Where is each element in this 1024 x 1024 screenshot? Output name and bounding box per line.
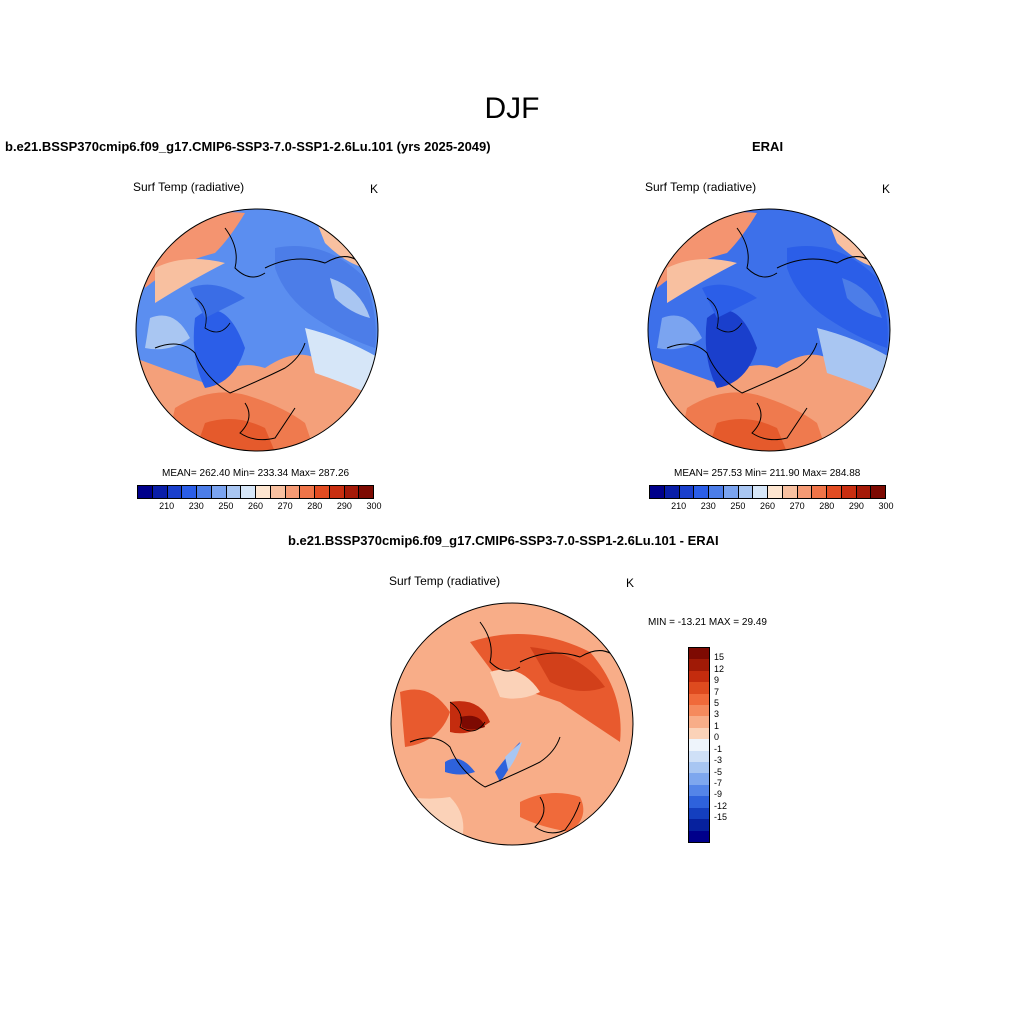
- diff-colorbar: 15 12 9 7 5 3 1 0 -1 -3 -5 -7 -9 -12 -15: [688, 647, 727, 843]
- obs-colorbar-swatch: [753, 486, 768, 498]
- obs-colorbar-tick-label: 300: [878, 501, 894, 511]
- obs-colorbar: 210 230 250 260 270 280 290 300: [649, 485, 894, 513]
- obs-stats: MEAN= 257.53 Min= 211.90 Max= 284.88: [674, 468, 861, 479]
- model-colorbar-swatch: [270, 486, 286, 498]
- model-colorbar-swatch: [138, 486, 153, 498]
- obs-colorbar-tick-label: 270: [789, 501, 805, 511]
- diff-colorbar-tick-label: 12: [714, 663, 725, 674]
- model-colorbar-swatch: [167, 486, 183, 498]
- model-unit-label: K: [370, 182, 379, 196]
- obs-colorbar-tick-label: 210: [671, 501, 687, 511]
- diff-colorbar-tick-label: -15: [714, 812, 728, 823]
- model-colorbar: 210 230 250 260 270 280 290 300: [137, 485, 382, 513]
- diff-colorbar-swatch: [689, 739, 709, 751]
- obs-colorbar-tick-label: 250: [730, 501, 746, 511]
- model-colorbar-swatch: [300, 486, 315, 498]
- model-colorbar-swatch: [285, 486, 301, 498]
- model-colorbar-swatch: [256, 486, 271, 498]
- diff-colorbar-swatch: [689, 830, 709, 842]
- obs-colorbar-swatch: [738, 486, 754, 498]
- model-colorbar-swatch: [329, 486, 345, 498]
- obs-colorbar-swatch: [797, 486, 813, 498]
- obs-colorbar-swatch: [871, 486, 885, 498]
- diff-colorbar-swatch: [689, 648, 709, 660]
- model-colorbar-tick-label: 300: [366, 501, 382, 511]
- obs-colorbar-swatch: [709, 486, 724, 498]
- diff-colorbar-tick-label: 15: [714, 652, 725, 663]
- model-panel-title: b.e21.BSSP370cmip6.f09_g17.CMIP6-SSP3-7.…: [5, 139, 491, 154]
- diff-variable-label: Surf Temp (radiative): [389, 574, 501, 588]
- obs-colorbar-swatch: [650, 486, 665, 498]
- diff-colorbar-swatch: [689, 682, 709, 694]
- obs-colorbar-swatch: [782, 486, 798, 498]
- model-colorbar-tick-label: 270: [277, 501, 293, 511]
- diff-colorbar-tick-label: 5: [714, 698, 720, 709]
- diff-colorbar-swatch: [689, 773, 709, 785]
- model-colorbar-swatch: [211, 486, 227, 498]
- diff-stats: MIN = -13.21 MAX = 29.49: [648, 617, 767, 628]
- model-colorbar-tick-label: 260: [247, 501, 264, 511]
- diff-colorbar-swatch: [689, 670, 709, 683]
- model-colorbar-swatch: [241, 486, 256, 498]
- model-stats: MEAN= 262.40 Min= 233.34 Max= 287.26: [162, 468, 350, 479]
- diff-colorbar-tick-label: 7: [714, 686, 720, 697]
- model-colorbar-swatch: [226, 486, 242, 498]
- diff-colorbar-swatch: [689, 693, 709, 706]
- obs-variable-label: Surf Temp (radiative): [645, 180, 757, 194]
- model-colorbar-tick-label: 280: [307, 501, 323, 511]
- model-colorbar-swatch: [315, 486, 330, 498]
- diff-colorbar-tick-label: -7: [714, 777, 723, 788]
- model-colorbar-swatch: [359, 486, 373, 498]
- figure-title: DJF: [484, 92, 540, 125]
- model-colorbar-swatch: [182, 486, 197, 498]
- diff-colorbar-tick-label: 3: [714, 709, 720, 720]
- diff-colorbar-tick-label: -5: [714, 766, 723, 777]
- obs-colorbar-swatch: [664, 486, 680, 498]
- obs-polar-map: [647, 208, 891, 452]
- obs-colorbar-tick-label: 230: [700, 501, 716, 511]
- diff-colorbar-swatch: [689, 762, 709, 774]
- diff-colorbar-tick-label: -3: [714, 755, 723, 766]
- obs-colorbar-swatch: [679, 486, 695, 498]
- diff-colorbar-swatch: [689, 659, 709, 671]
- diff-colorbar-swatch: [689, 716, 709, 728]
- obs-colorbar-swatch: [841, 486, 857, 498]
- diff-colorbar-swatch: [689, 784, 709, 797]
- obs-colorbar-swatch: [812, 486, 827, 498]
- obs-unit-label: K: [882, 182, 891, 196]
- model-polar-map: [135, 208, 379, 452]
- model-colorbar-tick-label: 210: [159, 501, 175, 511]
- obs-colorbar-swatch: [768, 486, 783, 498]
- obs-panel-title: ERAI: [752, 139, 784, 154]
- model-colorbar-tick-label: 250: [218, 501, 234, 511]
- obs-colorbar-tick-label: 290: [848, 501, 864, 511]
- diff-colorbar-tick-label: -9: [714, 789, 723, 800]
- diff-unit-label: K: [626, 576, 635, 590]
- diff-colorbar-swatch: [689, 819, 709, 831]
- diff-colorbar-tick-label: 1: [714, 720, 720, 731]
- model-variable-label: Surf Temp (radiative): [133, 180, 245, 194]
- model-colorbar-swatch: [344, 486, 360, 498]
- obs-colorbar-tick-label: 260: [759, 501, 776, 511]
- diff-colorbar-tick-label: -1: [714, 743, 723, 754]
- obs-colorbar-swatch: [856, 486, 872, 498]
- diff-colorbar-swatch: [689, 750, 709, 763]
- diff-panel-title: b.e21.BSSP370cmip6.f09_g17.CMIP6-SSP3-7.…: [288, 533, 719, 548]
- model-colorbar-swatch: [152, 486, 168, 498]
- diff-colorbar-tick-label: 9: [714, 675, 720, 686]
- obs-colorbar-tick-label: 280: [819, 501, 835, 511]
- model-colorbar-tick-label: 230: [188, 501, 204, 511]
- model-colorbar-tick-label: 290: [336, 501, 352, 511]
- obs-colorbar-swatch: [723, 486, 739, 498]
- diff-colorbar-swatch: [689, 796, 709, 808]
- diff-colorbar-swatch: [689, 727, 709, 740]
- model-colorbar-swatch: [197, 486, 212, 498]
- obs-colorbar-swatch: [694, 486, 709, 498]
- obs-colorbar-swatch: [827, 486, 842, 498]
- diff-polar-map: [390, 602, 634, 846]
- diff-colorbar-swatch: [689, 705, 709, 717]
- diff-colorbar-tick-label: -12: [714, 800, 728, 811]
- diff-colorbar-swatch: [689, 807, 709, 820]
- diff-colorbar-tick-label: 0: [714, 732, 720, 743]
